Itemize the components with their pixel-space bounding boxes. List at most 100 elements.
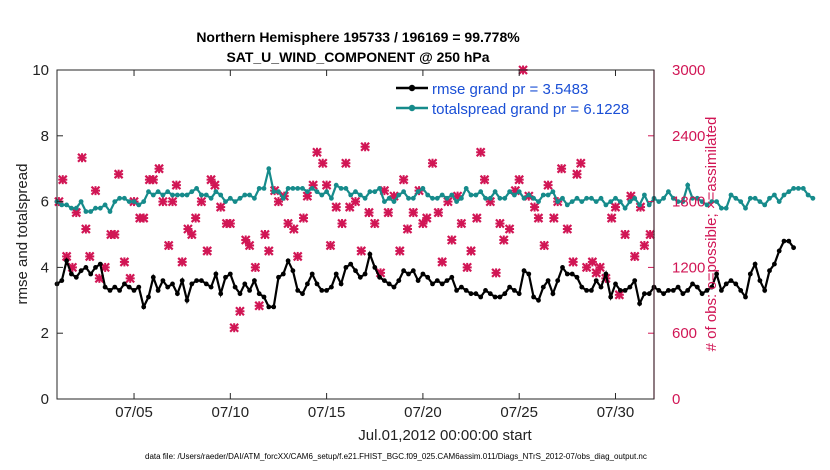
- obs-point: [427, 158, 438, 168]
- totalspread-point: [88, 209, 94, 214]
- totalspread-point: [593, 199, 599, 205]
- y-right-tick-label: 600: [672, 325, 697, 342]
- rmse-point: [434, 278, 440, 283]
- obs-point: [475, 147, 486, 158]
- obs-point: [61, 251, 72, 262]
- totalspread-point: [478, 189, 484, 195]
- totalspread-point: [64, 202, 69, 208]
- rmse-point: [714, 271, 719, 277]
- rmse-point: [324, 288, 329, 293]
- totalspread-point: [353, 189, 358, 195]
- obs-point: [456, 218, 467, 229]
- rmse-point: [709, 284, 715, 290]
- rmse-point: [598, 284, 604, 290]
- obs-point: [383, 207, 394, 218]
- totalspread-point: [391, 199, 397, 205]
- obs-point: [587, 257, 598, 267]
- totalspread-point: [285, 186, 291, 191]
- totalspread-point: [146, 189, 151, 195]
- totalspread-point: [305, 189, 310, 195]
- totalspread-point: [608, 199, 614, 205]
- x-tick-label: 07/05: [115, 404, 153, 421]
- totalspread-point: [160, 192, 166, 198]
- totalspread-point: [415, 189, 421, 195]
- obs-point: [298, 213, 309, 223]
- totalspread-point: [122, 195, 127, 201]
- totalspread-point: [617, 199, 623, 205]
- obs-point: [210, 180, 220, 190]
- rmse-point: [396, 278, 402, 283]
- totalspread-point: [420, 186, 426, 191]
- plot-frame: [56, 69, 655, 400]
- totalspread-point: [155, 189, 161, 195]
- rmse-line: [56, 240, 795, 311]
- totalspread-point: [97, 205, 103, 211]
- rmse-point: [175, 291, 180, 297]
- totalspread-point: [791, 186, 796, 191]
- obs-point: [196, 196, 207, 207]
- totalspread-point: [59, 202, 65, 208]
- obs-point: [289, 224, 299, 234]
- totalspread-point: [126, 199, 132, 205]
- rmse-point: [146, 294, 151, 300]
- legend-marker-totalspread: [408, 104, 416, 112]
- rmse-point: [223, 274, 228, 280]
- totalspread-point: [165, 189, 171, 195]
- totalspread-point: [338, 186, 344, 191]
- rmse-point: [256, 291, 262, 297]
- rmse-point: [526, 271, 532, 277]
- totalspread-point: [203, 192, 209, 198]
- totalspread-point: [194, 186, 200, 191]
- totalspread-point: [223, 199, 228, 205]
- rmse-point: [353, 268, 358, 274]
- rmse-point: [338, 281, 344, 287]
- obs-point: [610, 202, 621, 212]
- obs-point: [283, 218, 293, 229]
- rmse-point: [213, 271, 219, 277]
- rmse-point: [463, 288, 469, 293]
- rmse-point: [656, 288, 662, 293]
- rmse-point: [772, 261, 777, 267]
- rmse-point: [574, 274, 580, 280]
- totalspread-point: [324, 189, 329, 195]
- rmse-point: [218, 291, 224, 297]
- rmse-point: [126, 284, 132, 290]
- rmse-point: [170, 281, 175, 287]
- obs-point: [187, 229, 197, 240]
- rmse-point: [536, 297, 541, 303]
- totalspread-point: [83, 209, 89, 214]
- obs-point: [325, 240, 336, 251]
- obs-point: [433, 207, 444, 218]
- rmse-point: [93, 265, 98, 270]
- obs-point: [447, 235, 457, 245]
- rmse-point: [642, 291, 647, 297]
- totalspread-point: [564, 202, 570, 208]
- rmse-point: [117, 288, 122, 293]
- totalspread-point: [540, 192, 546, 198]
- totalspread-point: [396, 192, 402, 198]
- obs-point: [614, 290, 625, 300]
- obs-point: [491, 268, 501, 278]
- y-tick-label: 2: [41, 325, 49, 342]
- totalspread-point: [141, 199, 147, 205]
- rmse-point: [401, 268, 406, 274]
- totalspread-point: [536, 199, 541, 205]
- rmse-point: [791, 245, 796, 251]
- obs-point: [163, 240, 174, 251]
- rmse-point: [661, 291, 666, 297]
- rmse-point: [189, 281, 195, 287]
- totalspread-point: [459, 195, 464, 201]
- rmse-point: [454, 288, 459, 293]
- footer-data-file: data file: /Users/raeder/DAI/ATM_forcXX/…: [145, 452, 647, 461]
- totalspread-point: [762, 202, 768, 208]
- x-tick-label: 07/20: [404, 404, 442, 421]
- obs-point: [408, 207, 419, 218]
- totalspread-point: [73, 205, 79, 211]
- obs-point: [639, 240, 650, 251]
- totalspread-point: [675, 199, 681, 205]
- obs-point: [138, 213, 149, 223]
- rmse-point: [497, 294, 503, 300]
- legend: rmse grand pr = 3.5483 totalspread grand…: [396, 81, 629, 118]
- rmse-point: [502, 291, 508, 297]
- totalspread-point: [261, 186, 267, 191]
